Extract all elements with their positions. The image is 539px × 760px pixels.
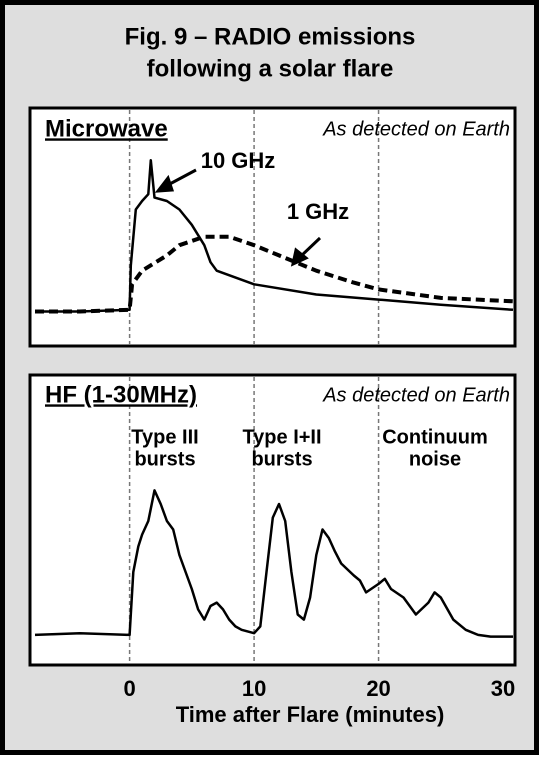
arrow xyxy=(298,236,322,259)
panel-title: Microwave xyxy=(45,115,168,142)
x-tick-label: 0 xyxy=(123,676,135,701)
annotation: bursts xyxy=(134,448,195,470)
panel-subtitle: As detected on Earth xyxy=(322,118,510,140)
data-line xyxy=(34,489,513,638)
plots: Microwave As detected on Earth 10 GHz 1 GHz… xyxy=(34,110,515,727)
panel-title: HF (1-30MHz) xyxy=(45,381,197,408)
x-axis-label: Time after Flare (minutes) xyxy=(176,702,445,727)
panel xyxy=(28,106,517,348)
annotation: bursts xyxy=(251,448,312,470)
series-label: 1 GHz xyxy=(287,199,349,224)
annotation: noise xyxy=(409,448,461,470)
title-line: following a solar flare xyxy=(147,55,394,82)
arrow-head xyxy=(154,174,175,193)
data-line xyxy=(35,234,514,314)
annotation: Type I+II xyxy=(242,426,321,448)
arrow-head xyxy=(290,247,309,267)
x-tick-label: 30 xyxy=(491,676,515,701)
panel-subtitle: As detected on Earth xyxy=(322,384,510,406)
arrows xyxy=(154,168,322,267)
annotation: Continuum xyxy=(382,426,488,448)
x-tick-label: 20 xyxy=(366,676,390,701)
title-line: Fig. 9 – RADIO emissions xyxy=(125,23,416,50)
x-tick-label: 10 xyxy=(242,676,266,701)
series-label: 10 GHz xyxy=(201,148,276,173)
data-line xyxy=(35,158,514,313)
annotation: Type III xyxy=(131,426,198,448)
